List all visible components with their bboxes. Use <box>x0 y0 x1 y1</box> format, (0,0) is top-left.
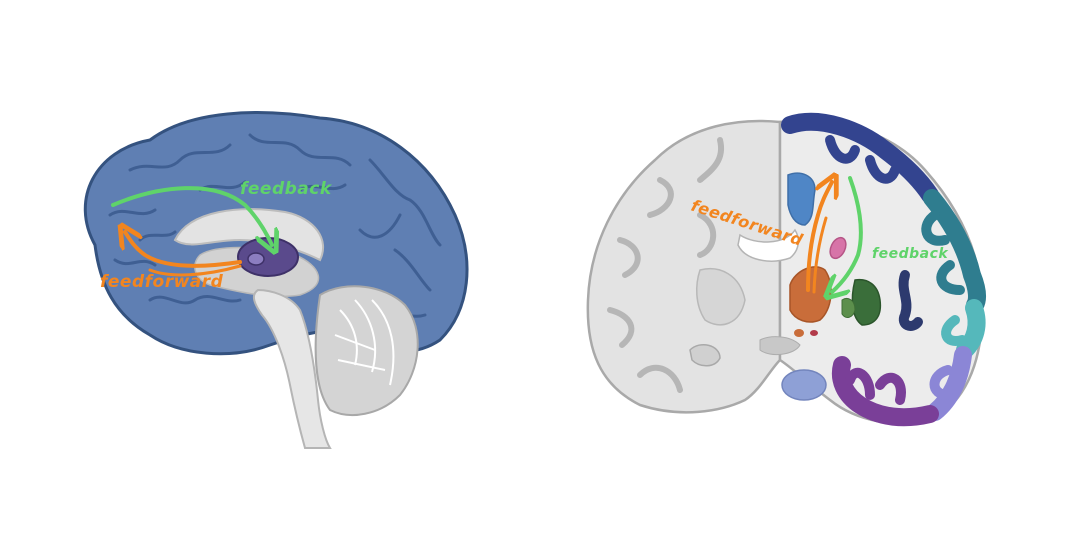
corpus-callosum <box>173 208 325 262</box>
left-deep-gray <box>695 268 746 326</box>
cortex-lavender <box>926 346 972 421</box>
coronal-feedback-arrow <box>832 176 863 292</box>
coronal-feedback-label: feedback <box>872 246 949 262</box>
medial-cortex <box>787 172 816 226</box>
cortex-teal <box>923 189 986 314</box>
sagittal-feedback-label: feedback <box>240 179 333 199</box>
insula <box>898 270 923 331</box>
thalamus-coronal <box>789 266 832 323</box>
midline-gray <box>759 336 801 356</box>
globus-green <box>841 297 856 318</box>
sagittal-feedforward-label: feedforward <box>100 272 224 292</box>
cortex-folds <box>825 135 967 405</box>
thalamus-nucleus <box>247 252 265 266</box>
coronal-left-hemisphere <box>586 119 782 414</box>
thalamus <box>237 237 299 277</box>
coronal-brain <box>586 112 986 427</box>
cerebellum-folia <box>334 299 395 386</box>
nucleus-red <box>810 330 818 336</box>
cortex-dark-blue <box>781 112 939 204</box>
cerebellum <box>314 285 419 416</box>
nucleus-orange <box>794 329 804 337</box>
sagittal-feedforward-arrow <box>125 232 242 277</box>
hippocampus-blue <box>781 369 827 401</box>
caudate-pink <box>829 236 847 260</box>
lateral-ventricle <box>737 228 800 262</box>
cortex-purple <box>832 356 939 427</box>
brainstem <box>252 288 332 449</box>
sagittal-feedback-arrow <box>111 186 272 245</box>
coronal-feedforward-arrow <box>806 182 832 294</box>
coronal-left-gyri <box>607 137 725 393</box>
left-hippocampus <box>689 343 721 367</box>
